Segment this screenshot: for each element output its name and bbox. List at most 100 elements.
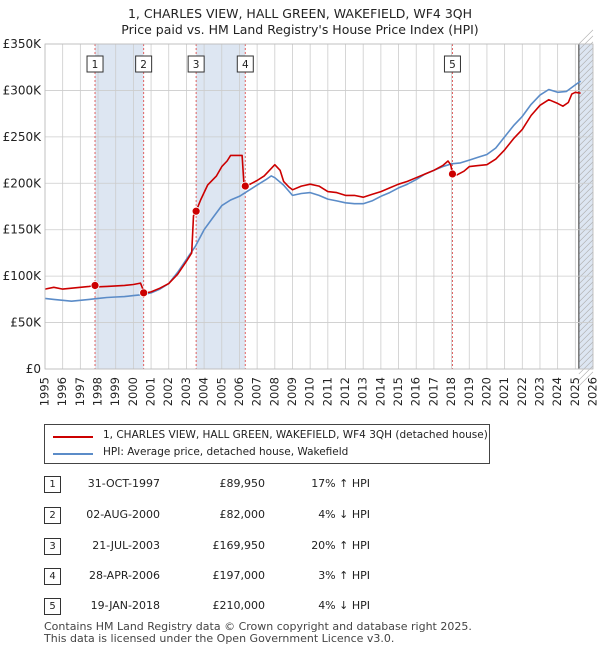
- x-tick-label: 1996: [55, 377, 69, 406]
- data-end-line: [578, 44, 580, 369]
- chart-legend: 1, CHARLES VIEW, HALL GREEN, WAKEFIELD, …: [44, 424, 490, 464]
- x-tick-label: 2022: [515, 377, 529, 406]
- future-hatch: [578, 197, 594, 213]
- future-hatch: [578, 209, 594, 225]
- sale-hpi-diff: 17% ↑ HPI: [311, 477, 370, 490]
- x-tick-label: 1997: [73, 377, 87, 406]
- future-hatch: [578, 311, 594, 327]
- x-tick-label: 1999: [108, 377, 122, 406]
- sale-number-badge: 1: [44, 476, 61, 493]
- future-hatch: [578, 185, 594, 201]
- future-hatch: [578, 359, 594, 375]
- y-tick-label: £0: [26, 362, 41, 376]
- x-tick-label: 2003: [179, 377, 193, 406]
- future-hatch: [578, 317, 594, 333]
- future-hatch: [578, 257, 594, 273]
- future-hatch: [578, 371, 594, 387]
- future-hatch: [578, 275, 594, 291]
- future-hatch: [578, 323, 594, 339]
- future-hatch: [578, 143, 594, 159]
- x-tick-label: 2024: [550, 377, 564, 406]
- future-hatch: [578, 47, 594, 63]
- sale-date: 02-AUG-2000: [86, 508, 160, 521]
- sale-price: £197,000: [212, 569, 266, 582]
- sale-number-badge: 4: [44, 568, 61, 585]
- shaded-range: [578, 44, 593, 369]
- sale-date: 21-JUL-2003: [92, 539, 160, 552]
- future-hatch: [578, 113, 594, 129]
- x-tick-label: 2020: [479, 377, 493, 406]
- x-tick-label: 2023: [532, 377, 546, 406]
- sale-date: 19-JAN-2018: [90, 599, 160, 612]
- sale-label-box: [135, 55, 153, 73]
- x-tick-label: 2001: [144, 377, 158, 406]
- future-hatch: [578, 203, 594, 219]
- x-tick-label: 2002: [161, 377, 175, 406]
- sale-number-badge: 2: [44, 507, 61, 524]
- sale-label-box: [236, 55, 254, 73]
- y-tick-label: £150K: [3, 223, 43, 237]
- x-tick-label: 1998: [91, 377, 105, 406]
- x-tick-label: 2004: [197, 377, 211, 406]
- sale-number-badge: 3: [44, 538, 61, 555]
- x-tick-label: 2021: [497, 377, 511, 406]
- x-tick-label: 2017: [426, 377, 440, 406]
- sale-price: £169,950: [212, 539, 266, 552]
- x-tick-label: 2009: [285, 377, 299, 406]
- future-hatch: [578, 65, 594, 81]
- legend-label-hpi: HPI: Average price, detached house, Wake…: [103, 446, 349, 458]
- future-hatch: [578, 233, 594, 249]
- y-tick-label: £300K: [3, 83, 43, 97]
- sale-price: £82,000: [219, 508, 266, 521]
- x-tick-label: 2008: [267, 377, 281, 406]
- future-hatch: [578, 353, 594, 369]
- sale-point: [90, 281, 100, 290]
- y-tick-label: £100K: [3, 269, 43, 283]
- future-hatch: [578, 173, 594, 189]
- sale-point: [191, 206, 201, 216]
- y-tick-label: £350K: [3, 37, 43, 51]
- future-hatch: [578, 287, 594, 303]
- sale-point: [240, 181, 250, 191]
- x-tick-label: 2015: [391, 377, 405, 406]
- future-hatch: [578, 245, 594, 261]
- chart-title-line2: Price paid vs. HM Land Registry's House …: [121, 22, 479, 37]
- future-hatch: [578, 347, 594, 363]
- x-tick-label: 2013: [356, 377, 370, 406]
- x-tick-label: 2025: [568, 377, 582, 406]
- legend-label-property: 1, CHARLES VIEW, HALL GREEN, WAKEFIELD, …: [103, 429, 488, 441]
- future-hatch: [578, 59, 594, 75]
- sale-label: 1: [92, 59, 99, 71]
- future-hatch: [578, 293, 594, 309]
- future-hatch: [578, 191, 594, 207]
- sale-label-box: [443, 55, 461, 73]
- x-tick-label: 2011: [320, 377, 334, 406]
- y-tick-label: £250K: [3, 130, 43, 144]
- future-hatch: [578, 161, 594, 177]
- future-hatch: [578, 53, 594, 69]
- table-row: 4 28-APR-2006 £197,000 3% ↑ HPI: [0, 568, 600, 588]
- future-hatch: [578, 137, 594, 153]
- x-tick-label: 2019: [462, 377, 476, 406]
- future-hatch: [578, 269, 594, 285]
- sale-hpi-diff: 4% ↓ HPI: [318, 508, 370, 521]
- future-hatch: [578, 299, 594, 315]
- future-hatch: [578, 179, 594, 195]
- future-hatch: [578, 71, 594, 87]
- future-hatch: [578, 95, 594, 111]
- future-hatch: [578, 305, 594, 321]
- sale-date: 31-OCT-1997: [87, 477, 160, 490]
- sale-hpi-diff: 3% ↑ HPI: [318, 569, 370, 582]
- sale-hpi-diff: 4% ↓ HPI: [318, 599, 370, 612]
- future-hatch: [578, 365, 594, 381]
- future-hatch: [578, 329, 594, 345]
- sale-label-box: [86, 55, 104, 73]
- sale-label: 3: [193, 59, 200, 71]
- x-tick-label: 2026: [586, 377, 600, 406]
- sale-label: 5: [449, 59, 456, 71]
- future-hatch: [578, 281, 594, 297]
- x-tick-label: 2014: [373, 377, 387, 406]
- x-tick-label: 2007: [250, 377, 264, 406]
- chart-title-line1: 1, CHARLES VIEW, HALL GREEN, WAKEFIELD, …: [127, 6, 473, 21]
- series-line-hpi: [44, 80, 582, 302]
